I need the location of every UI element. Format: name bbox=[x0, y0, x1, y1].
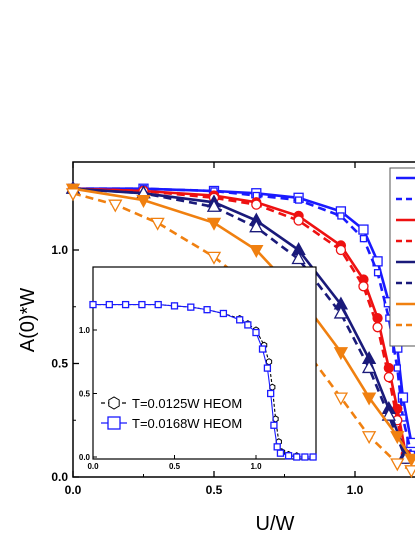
main-series-point bbox=[383, 371, 394, 383]
inset-series-point bbox=[203, 306, 211, 314]
x-tick-label: 1.0 bbox=[347, 483, 364, 497]
x-tick-label: 0.0 bbox=[65, 483, 82, 497]
main-series-point bbox=[150, 217, 165, 231]
inset-series-point bbox=[267, 389, 275, 398]
main-plot-border bbox=[72, 161, 415, 478]
main-series-point bbox=[136, 195, 151, 209]
inset-series-point bbox=[138, 300, 146, 309]
main-series-point bbox=[390, 458, 405, 472]
inset-series-point bbox=[170, 302, 179, 310]
inset-series-line bbox=[93, 304, 314, 458]
inset-legend-label: T=0.0125W HEOM bbox=[132, 396, 242, 411]
main-series-point bbox=[359, 234, 368, 243]
main-series-group bbox=[65, 180, 415, 479]
main-series-point bbox=[372, 322, 383, 333]
main-series-point bbox=[404, 465, 415, 479]
main-series-point bbox=[335, 244, 347, 256]
main-series-point bbox=[65, 188, 81, 202]
inset-series-point bbox=[219, 309, 228, 318]
main-series-point bbox=[361, 360, 377, 374]
main-series-point bbox=[249, 244, 264, 258]
inset-series-point bbox=[244, 321, 252, 329]
main-series-point bbox=[333, 392, 349, 406]
main-series-line bbox=[73, 187, 413, 455]
main-series-point bbox=[206, 251, 222, 265]
inset-series-point bbox=[236, 316, 244, 324]
main-series-line bbox=[72, 187, 408, 460]
inset-chart: 0.0 0.5 1.0 0.0 0.5 1.0 T=0.0125W HEOM T=0.0168… bbox=[79, 266, 317, 471]
main-series-point bbox=[404, 453, 415, 467]
main-series-line bbox=[72, 192, 412, 472]
main-series-point bbox=[108, 199, 123, 213]
main-series-point bbox=[393, 364, 401, 372]
main-series-point bbox=[358, 224, 369, 235]
main-series-point bbox=[358, 281, 369, 292]
main-series-point bbox=[361, 431, 377, 445]
inset-series-point bbox=[263, 364, 272, 372]
main-series-point bbox=[291, 251, 306, 265]
main-series-point bbox=[406, 437, 415, 449]
main-series-point bbox=[249, 219, 264, 233]
inset-series-point bbox=[265, 358, 273, 366]
x-axis-label: U/W bbox=[256, 513, 295, 535]
main-series-point bbox=[381, 407, 396, 421]
x-tick-label: 0.5 bbox=[206, 483, 223, 497]
main-series-point bbox=[294, 196, 303, 204]
y-tick-label: 0.0 bbox=[51, 470, 68, 484]
main-series-point bbox=[293, 215, 304, 226]
inset-series-point bbox=[154, 300, 162, 309]
inset-series-point bbox=[293, 453, 301, 461]
main-series-point bbox=[361, 392, 377, 406]
inset-series-point bbox=[270, 421, 278, 429]
inset-series-point bbox=[258, 345, 267, 353]
inset-series-1 bbox=[89, 300, 317, 461]
inset-frame bbox=[92, 266, 317, 460]
main-series-point bbox=[373, 269, 382, 277]
inset-series-point bbox=[309, 453, 317, 461]
inset-series-point bbox=[276, 449, 285, 457]
inset-series-point bbox=[252, 328, 260, 337]
inset-legend: T=0.0125W HEOM T=0.0168W HEOM bbox=[101, 396, 242, 431]
inset-legend-marker bbox=[108, 396, 120, 410]
y-tick-label: 0.5 bbox=[51, 357, 68, 371]
main-series-point bbox=[390, 431, 405, 445]
inset-x-tick-label: 1.0 bbox=[250, 462, 262, 471]
y-axis-label: A(0)*W bbox=[17, 288, 39, 353]
inset-y-tick-label: 0.0 bbox=[79, 453, 91, 462]
inset-legend-marker bbox=[107, 416, 121, 430]
inset-series-point bbox=[273, 443, 281, 451]
inset-series-point bbox=[187, 303, 195, 311]
main-axes: 0.0 0.5 1.0 0.0 0.5 1.0 bbox=[51, 162, 364, 497]
inset-series-point bbox=[89, 300, 97, 309]
inset-x-tick-label: 0.5 bbox=[169, 462, 181, 471]
legend bbox=[389, 167, 415, 347]
main-series-point bbox=[397, 392, 409, 403]
inset-series-point bbox=[121, 300, 130, 309]
inset-series-point bbox=[284, 452, 293, 460]
main-plot-frame bbox=[72, 161, 415, 478]
legend-box bbox=[389, 167, 415, 347]
y-tick-label: 1.0 bbox=[51, 243, 68, 257]
inset-series-point bbox=[105, 300, 113, 309]
inset-series-point bbox=[301, 453, 309, 461]
inset-x-tick-label: 0.0 bbox=[87, 462, 99, 471]
main-series-point bbox=[206, 217, 222, 231]
inset-y-tick-label: 1.0 bbox=[79, 326, 91, 335]
main-series-point bbox=[333, 305, 349, 319]
main-series-line bbox=[73, 187, 413, 444]
main-series-point bbox=[251, 199, 262, 210]
main-series-point bbox=[206, 198, 222, 212]
inset-legend-label: T=0.0168W HEOM bbox=[132, 416, 242, 431]
main-series-point bbox=[333, 347, 349, 361]
inset-y-tick-label: 0.5 bbox=[79, 390, 91, 399]
main-series-point bbox=[337, 212, 345, 220]
